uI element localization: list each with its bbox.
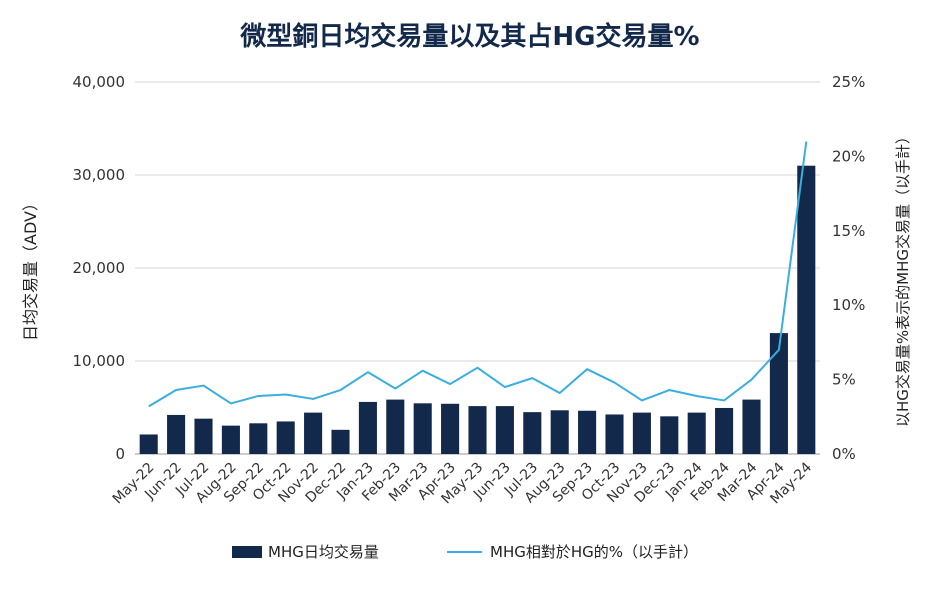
bar: [194, 418, 213, 454]
y-right-tick-label: 10%: [832, 296, 865, 314]
bar: [495, 406, 514, 454]
bar: [358, 401, 377, 454]
bar: [797, 165, 816, 454]
y-left-tick-label: 40,000: [73, 73, 126, 91]
bar: [331, 429, 350, 454]
y-right-tick-label: 5%: [832, 371, 856, 389]
bar: [304, 412, 323, 454]
bar: [441, 403, 460, 454]
y-right-tick-label: 15%: [832, 222, 865, 240]
bar: [139, 434, 158, 454]
y-left-tick-label: 30,000: [73, 166, 126, 184]
bar: [687, 412, 706, 454]
bar: [550, 410, 569, 454]
bar: [468, 406, 487, 454]
bar: [605, 414, 624, 454]
bar: [276, 421, 295, 454]
pct-line: [148, 141, 808, 408]
legend-label-line: MHG相對於HG的%（以手計）: [490, 543, 698, 561]
bar: [742, 399, 761, 454]
chart-title: 微型銅日均交易量以及其占HG交易量%: [240, 22, 700, 52]
bar: [167, 414, 186, 454]
bar: [249, 423, 268, 454]
y-right-axis-label: 以HG交易量%表示的MHG交易量（以手計）: [894, 129, 912, 427]
bar: [660, 416, 679, 454]
y-right-tick-label: 20%: [832, 147, 865, 165]
y-left-tick-label: 20,000: [73, 259, 126, 277]
bar: [523, 412, 542, 454]
bar: [386, 399, 405, 454]
bar: [578, 410, 597, 454]
legend-label-bars: MHG日均交易量: [268, 543, 379, 561]
bar: [715, 407, 734, 454]
bar: [413, 403, 432, 454]
bar: [769, 333, 788, 454]
y-right-tick-label: 25%: [832, 73, 865, 91]
y-right-tick-label: 0%: [832, 445, 856, 463]
y-left-axis-label: 日均交易量（ADV）: [21, 195, 40, 341]
y-left-tick-label: 0: [115, 445, 125, 463]
legend-swatch-bars: [232, 546, 262, 558]
bar: [632, 412, 651, 454]
y-left-tick-label: 10,000: [73, 352, 126, 370]
bar: [221, 425, 240, 454]
